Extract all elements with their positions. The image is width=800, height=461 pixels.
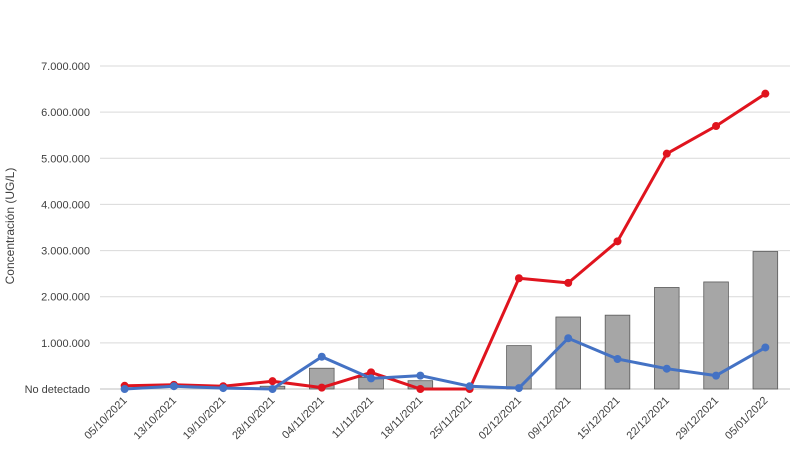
data-point bbox=[367, 368, 376, 377]
x-tick-label: 28/10/2021 bbox=[230, 395, 277, 442]
y-tick-label: No detectado bbox=[25, 384, 90, 396]
data-point bbox=[613, 355, 622, 364]
y-tick-label: 1.000.000 bbox=[41, 338, 90, 350]
data-point bbox=[564, 278, 573, 287]
x-tick-label: 05/01/2022 bbox=[723, 395, 770, 442]
y-tick-label: 3.000.000 bbox=[41, 246, 90, 258]
x-tick-label: 04/11/2021 bbox=[280, 395, 327, 442]
x-tick-label: 19/10/2021 bbox=[181, 395, 228, 442]
bar bbox=[555, 316, 581, 390]
bar bbox=[654, 287, 680, 390]
data-point bbox=[268, 377, 277, 386]
data-point bbox=[564, 334, 573, 343]
x-axis-ticks: 05/10/2021 13/10/2021 19/10/2021 28/10/2021… bbox=[82, 395, 770, 442]
bar bbox=[506, 345, 532, 390]
x-tick-label: 22/12/2021 bbox=[624, 395, 671, 442]
x-tick-label: 13/10/2021 bbox=[132, 395, 179, 442]
x-tick-label: 18/11/2021 bbox=[379, 395, 426, 442]
bar bbox=[752, 251, 779, 390]
data-point bbox=[416, 371, 425, 380]
x-tick-label: 09/12/2021 bbox=[526, 395, 573, 442]
data-point bbox=[367, 374, 376, 383]
data-point bbox=[662, 364, 671, 373]
data-point bbox=[317, 383, 326, 392]
data-point bbox=[712, 121, 721, 130]
data-point bbox=[662, 149, 671, 158]
data-point bbox=[514, 274, 523, 283]
x-tick-label: 05/10/2021 bbox=[82, 395, 129, 442]
series-line bbox=[124, 92, 767, 391]
y-tick-label: 5.000.000 bbox=[41, 153, 90, 165]
x-tick-label: 11/11/2021 bbox=[330, 395, 376, 441]
series-line bbox=[124, 336, 767, 391]
data-point bbox=[712, 371, 721, 380]
data-point bbox=[120, 385, 129, 393]
data-point bbox=[219, 384, 228, 393]
y-tick-label: 7.000.000 bbox=[41, 61, 90, 73]
y-tick-label: 2.000.000 bbox=[41, 292, 90, 304]
x-tick-label: 29/12/2021 bbox=[674, 395, 721, 442]
line-series bbox=[120, 89, 770, 393]
data-point bbox=[317, 352, 326, 361]
y-axis-ticks: No detectado 1.000.000 2.000.000 3.000.000 4… bbox=[25, 61, 90, 396]
data-point bbox=[761, 89, 770, 98]
y-tick-label: 6.000.000 bbox=[41, 107, 90, 119]
gridlines bbox=[100, 65, 790, 390]
y-axis-title: Concentración (UG/L) bbox=[3, 168, 17, 285]
x-tick-label: 25/11/2021 bbox=[428, 395, 475, 442]
data-point bbox=[613, 237, 622, 246]
x-tick-label: 02/12/2021 bbox=[477, 395, 524, 442]
data-point bbox=[465, 382, 474, 391]
data-point bbox=[268, 385, 277, 393]
data-point bbox=[416, 385, 425, 393]
bar-series bbox=[259, 251, 779, 390]
data-point bbox=[514, 384, 523, 393]
y-tick-label: 4.000.000 bbox=[41, 199, 90, 211]
bar bbox=[604, 314, 631, 390]
x-tick-label: 15/12/2021 bbox=[575, 395, 622, 442]
data-point bbox=[761, 343, 770, 352]
data-point bbox=[169, 382, 178, 391]
